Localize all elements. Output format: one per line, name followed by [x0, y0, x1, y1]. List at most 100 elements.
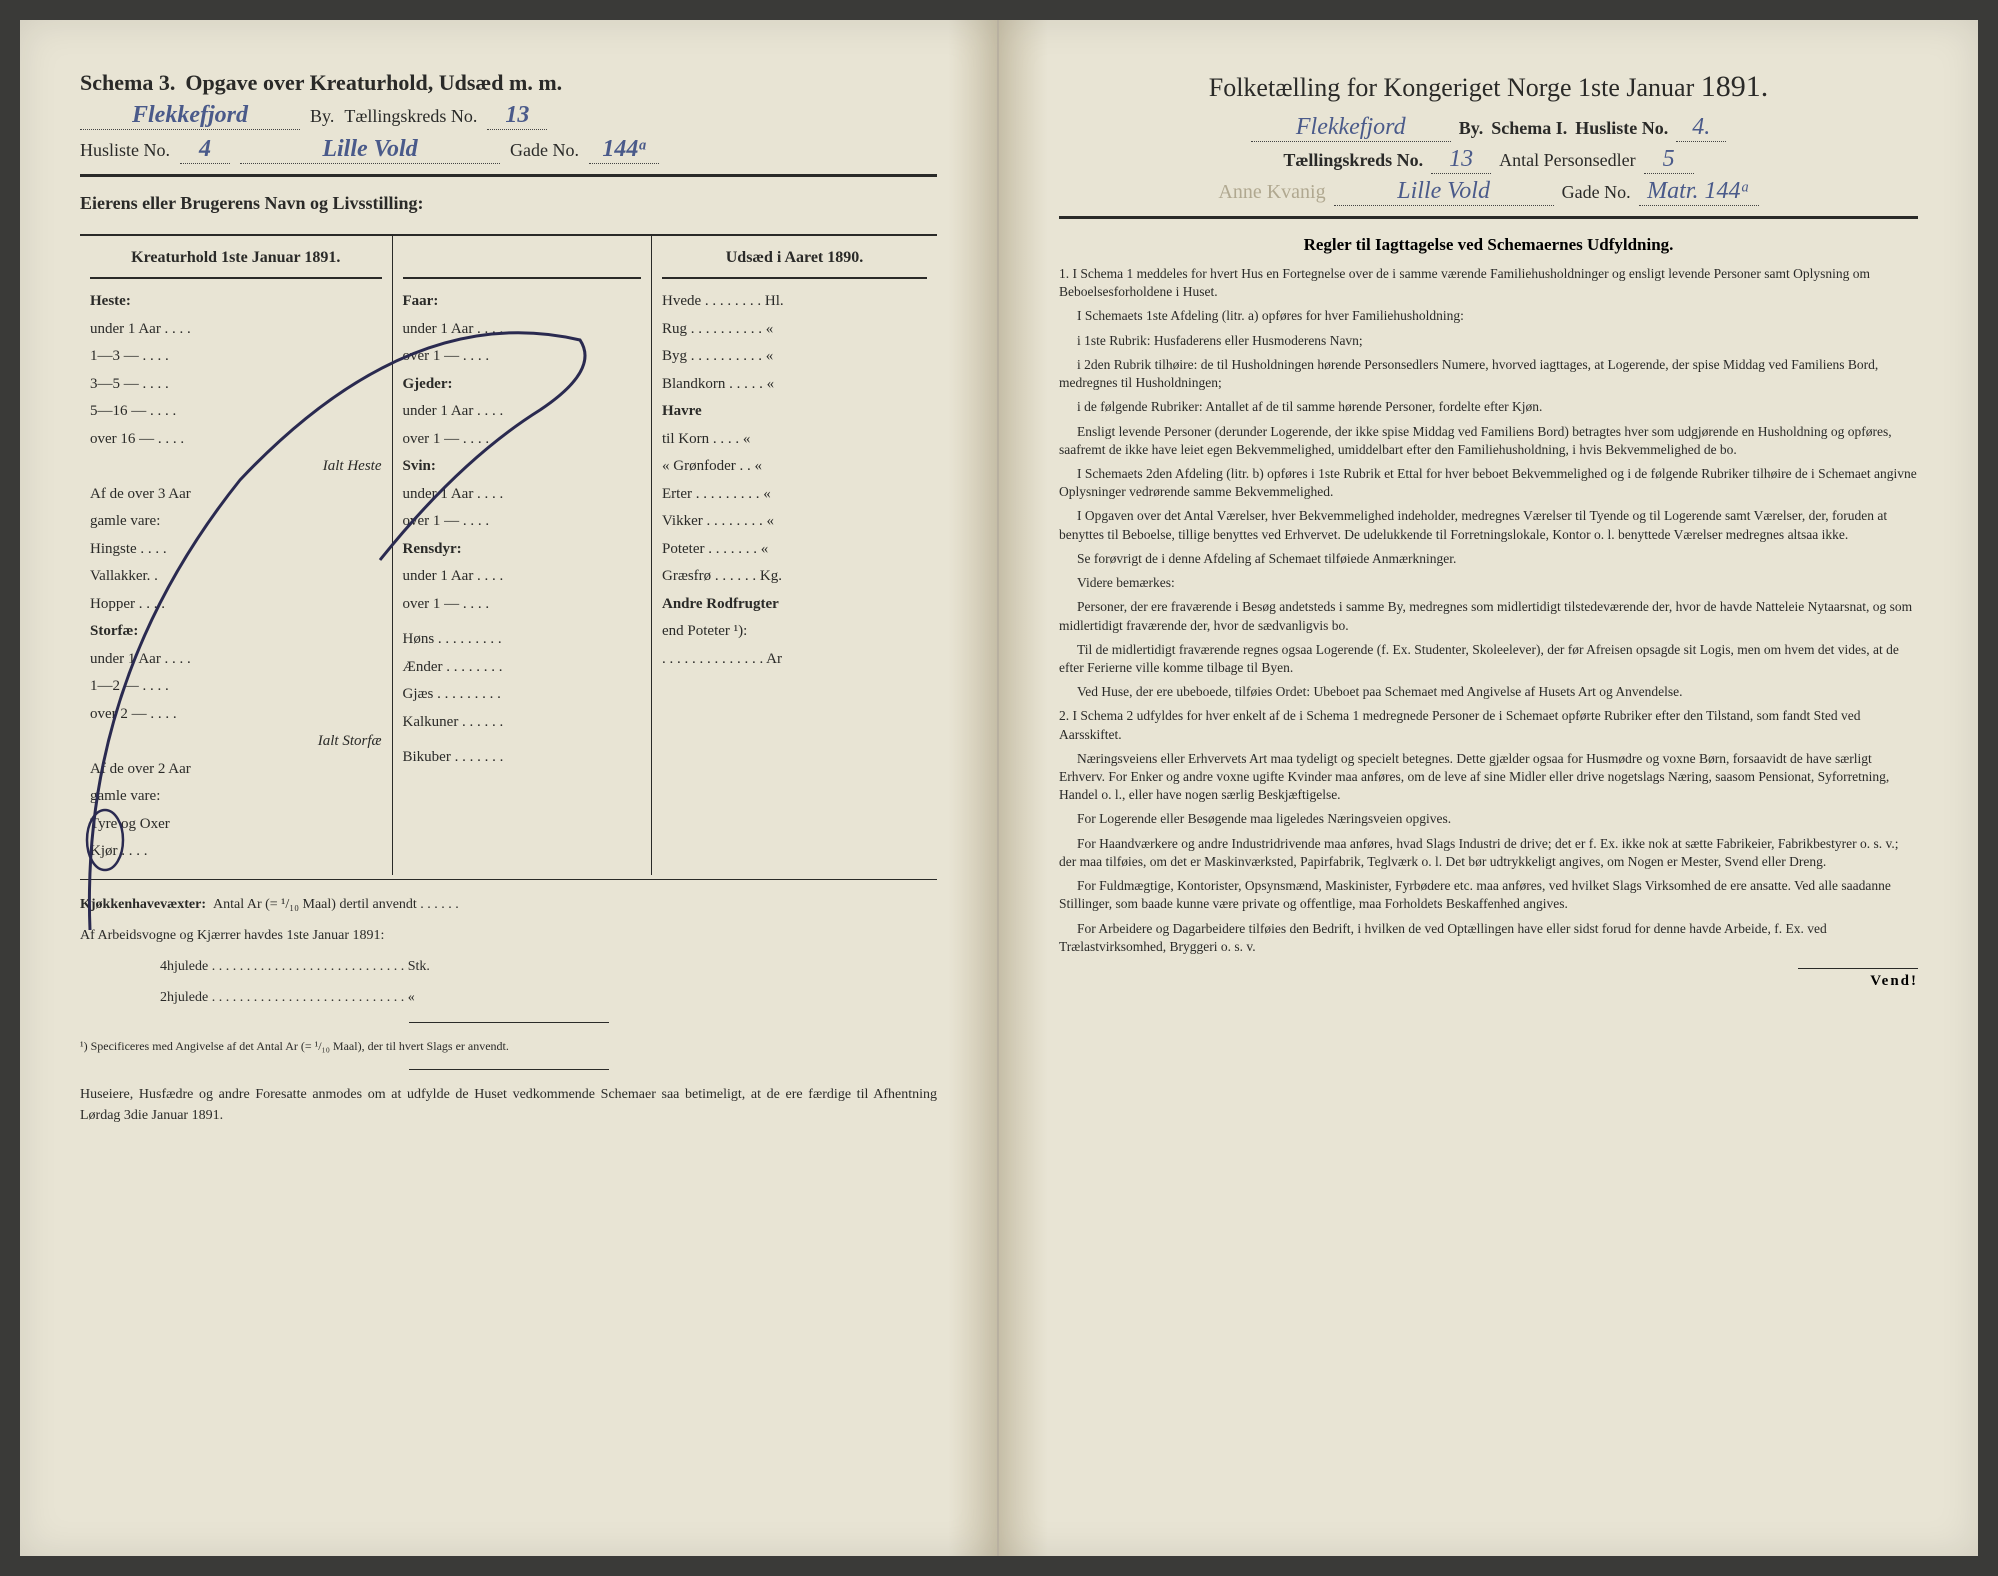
left-title: Opgave over Kreaturhold, Udsæd m. m.: [185, 70, 562, 96]
right-line-2: Tællingskreds No. 13 Antal Personsedler …: [1059, 146, 1918, 174]
rd-u1: under 1 Aar . . . .: [403, 564, 642, 590]
vikker: Vikker . . . . . . . . «: [662, 509, 927, 535]
heste-516: 5—16 — . . . .: [90, 399, 382, 425]
right-gade-label: Gade No.: [1562, 182, 1631, 203]
gjaes: Gjæs . . . . . . . . .: [403, 682, 642, 708]
rule-1c: i 2den Rubrik tilhøire: de til Husholdni…: [1059, 356, 1918, 392]
divider: [80, 174, 937, 177]
ar: . . . . . . . . . . . . . . Ar: [662, 647, 927, 673]
arbeidsvogne: Af Arbeidsvogne og Kjærrer havdes 1ste J…: [80, 925, 937, 946]
rules-body: 1. I Schema 1 meddeles for hvert Hus en …: [1059, 265, 1918, 956]
right-line-3: Anne Kvanig Lille Vold Gade No. Matr. 14…: [1059, 178, 1918, 206]
left-header-line-2: Flekkefjord By. Tællingskreds No. 13: [80, 102, 937, 130]
right-gade-no: Matr. 144ᵃ: [1639, 178, 1759, 206]
aender: Ænder . . . . . . . .: [403, 655, 642, 681]
bikuber: Bikuber . . . . . . .: [403, 745, 642, 771]
vallakker: Vallakker. .: [90, 564, 382, 590]
rule-1j: Personer, der ere fraværende i Besøg and…: [1059, 598, 1918, 634]
right-line-1: Flekkefjord By. Schema I. Husliste No. 4…: [1059, 114, 1918, 142]
gj-u1: under 1 Aar . . . .: [403, 399, 642, 425]
storfae: Storfæ:: [90, 619, 382, 645]
right-title-text: Folketælling for Kongeriget Norge 1ste J…: [1209, 73, 1694, 102]
owner-label: Eierens eller Brugerens Navn og Livsstil…: [80, 193, 937, 214]
tyre: Tyre og Oxer: [90, 812, 382, 838]
right-by-label: By.: [1459, 118, 1484, 139]
rule-2a: Næringsveiens eller Erhvervets Art maa t…: [1059, 750, 1918, 805]
rensdyr: Rensdyr:: [403, 537, 642, 563]
rule-1d: i de følgende Rubriker: Antallet af de t…: [1059, 398, 1918, 416]
byg: Byg . . . . . . . . . . «: [662, 344, 927, 370]
rd-o1: over 1 — . . . .: [403, 592, 642, 618]
rule-1: 1. I Schema 1 meddeles for hvert Hus en …: [1059, 265, 1918, 301]
graesfro: Græsfrø . . . . . . Kg.: [662, 564, 927, 590]
gj-o1: over 1 — . . . .: [403, 427, 642, 453]
kreatur-table: Kreaturhold 1ste Januar 1891. Heste: und…: [80, 234, 937, 875]
right-tk-no: 13: [1431, 146, 1491, 174]
heste-35: 3—5 — . . . .: [90, 372, 382, 398]
rule-2d: For Fuldmægtige, Kontorister, Opsynsmænd…: [1059, 877, 1918, 913]
sv-u1: under 1 Aar . . . .: [403, 482, 642, 508]
right-schema-label: Schema I.: [1491, 118, 1567, 139]
left-header-line-3: Husliste No. 4 Lille Vold Gade No. 144ᵃ: [80, 136, 937, 164]
right-title-year: 1891.: [1701, 70, 1769, 103]
rule-1i: Videre bemærkes:: [1059, 574, 1918, 592]
col2-header: [403, 244, 642, 279]
gamle-vare2: gamle vare:: [90, 784, 382, 810]
heste-o16: over 16 — . . . .: [90, 427, 382, 453]
right-antal-no: 5: [1644, 146, 1694, 174]
right-by-value: Flekkefjord: [1251, 114, 1451, 142]
left-gade-label: Gade No.: [510, 140, 579, 161]
faar-u1: under 1 Aar . . . .: [403, 317, 642, 343]
gronfoder: « Grønfoder . . «: [662, 454, 927, 480]
left-husliste-label: Husliste No.: [80, 140, 170, 161]
erter: Erter . . . . . . . . . «: [662, 482, 927, 508]
rule-1e: Ensligt levende Personer (derunder Loger…: [1059, 423, 1918, 459]
kalkuner: Kalkuner . . . . . .: [403, 710, 642, 736]
rule-1b: i 1ste Rubrik: Husfaderens eller Husmode…: [1059, 332, 1918, 350]
right-page: Folketælling for Kongeriget Norge 1ste J…: [999, 20, 1978, 1556]
havre: Havre: [662, 399, 927, 425]
right-husliste-label: Husliste No.: [1575, 118, 1668, 139]
af-over3: Af de over 3 Aar: [90, 482, 382, 508]
blandkorn: Blandkorn . . . . . «: [662, 372, 927, 398]
poteter: Poteter . . . . . . . «: [662, 537, 927, 563]
right-tk-label: Tællingskreds No.: [1283, 150, 1423, 171]
sf-o2: over 2 — . . . .: [90, 702, 382, 728]
footnote-1: ¹) Specificeres med Angivelse af det Ant…: [80, 1037, 937, 1055]
left-tk-no: 13: [487, 102, 547, 130]
divider-3: [409, 1022, 609, 1023]
left-header-line-1: Schema 3. Opgave over Kreaturhold, Udsæd…: [80, 70, 937, 96]
kjor: Kjør . . . .: [90, 839, 382, 865]
af-over2: Af de over 2 Aar: [90, 757, 382, 783]
sf-u1: under 1 Aar . . . .: [90, 647, 382, 673]
kjokken-line: Kjøkkenhavevæxter: Antal Ar (= ¹/₁₀ Maal…: [80, 894, 937, 915]
tilkorn: til Korn . . . . «: [662, 427, 927, 453]
faar-o1: over 1 — . . . .: [403, 344, 642, 370]
hvede: Hvede . . . . . . . . Hl.: [662, 289, 927, 315]
kjokken-value: Antal Ar (= ¹/₁₀ Maal) dertil anvendt . …: [213, 897, 459, 912]
left-gade-no: 144ᵃ: [589, 136, 659, 164]
right-antal-label: Antal Personsedler: [1499, 150, 1635, 171]
closing-text: Huseiere, Husfædre og andre Foresatte an…: [80, 1084, 937, 1126]
col2: Faar: under 1 Aar . . . . over 1 — . . .…: [393, 236, 653, 875]
left-tk-label: Tællingskreds No.: [344, 106, 477, 127]
rule-1g: I Opgaven over det Antal Værelser, hver …: [1059, 507, 1918, 543]
right-divider: [1059, 216, 1918, 219]
left-page: Schema 3. Opgave over Kreaturhold, Udsæd…: [20, 20, 999, 1556]
hjul2: 2hjulede . . . . . . . . . . . . . . . .…: [80, 987, 937, 1008]
kjokken-label: Kjøkkenhavevæxter:: [80, 897, 206, 912]
rule-2: 2. I Schema 2 udfyldes for hver enkelt a…: [1059, 707, 1918, 743]
right-street: Lille Vold: [1334, 178, 1554, 206]
left-footnotes: Kjøkkenhavevæxter: Antal Ar (= ¹/₁₀ Maal…: [80, 894, 937, 1126]
endpoteter: end Poteter ¹):: [662, 619, 927, 645]
rug: Rug . . . . . . . . . . «: [662, 317, 927, 343]
rule-1f: I Schemaets 2den Afdeling (litr. b) opfø…: [1059, 465, 1918, 501]
heste-13: 1—3 — . . . .: [90, 344, 382, 370]
left-street: Lille Vold: [240, 136, 500, 164]
regler-title: Regler til Iagttagelse ved Schemaernes U…: [1059, 235, 1918, 255]
heste-u1: under 1 Aar . . . .: [90, 317, 382, 343]
rule-1a: I Schemaets 1ste Afdeling (litr. a) opfø…: [1059, 307, 1918, 325]
book-spread: Schema 3. Opgave over Kreaturhold, Udsæd…: [20, 20, 1978, 1556]
heste: Heste:: [90, 289, 382, 315]
svin: Svin:: [403, 454, 642, 480]
